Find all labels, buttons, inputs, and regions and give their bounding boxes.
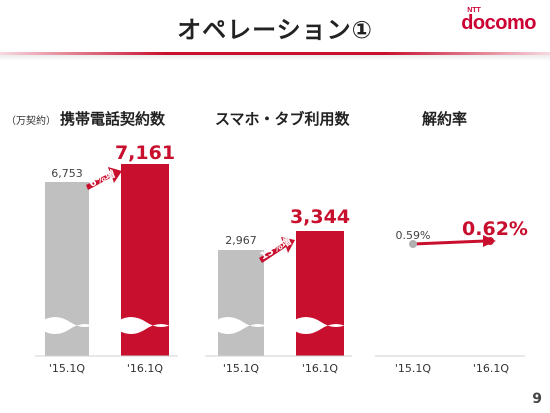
churn-point-15-1q — [409, 240, 417, 248]
title-underline-shadow — [0, 55, 550, 61]
page-number: 9 — [532, 391, 542, 407]
x-tick-mobile-15-1q: '15.1Q — [48, 362, 86, 375]
value-label-churn-16-1q: 0.62% — [462, 218, 528, 240]
value-label-smartphone-15-1q: 2,967 — [225, 234, 257, 247]
churn-line — [412, 239, 486, 246]
value-label-churn-15-1q: 0.59% — [395, 229, 431, 242]
logo-ntt-text: NTT — [467, 7, 481, 14]
growth-arrow-smartphone — [259, 237, 295, 263]
unit-label: （万契約） — [6, 116, 56, 127]
x-tick-churn-15-1q: '15.1Q — [394, 362, 432, 375]
axis-break-wave-mobile — [40, 317, 100, 334]
chart-title-mobile-contracts: 携帯電話契約数 — [60, 110, 166, 128]
x-tick-mobile-16-1q: '16.1Q — [126, 362, 164, 375]
value-label-smartphone-16-1q: 3,344 — [289, 206, 351, 228]
axis-break-wave-smartphone-2 — [291, 317, 351, 334]
title-underline — [0, 52, 550, 55]
docomo-logo: NTT docomo — [461, 7, 536, 35]
value-label-mobile-15-1q: 6,753 — [51, 167, 83, 180]
x-tick-smartphone-16-1q: '16.1Q — [301, 362, 339, 375]
axis-break-wave-smartphone — [213, 317, 273, 334]
bar-smartphone-15-1q — [218, 250, 264, 356]
x-tick-churn-16-1q: '16.1Q — [472, 362, 510, 375]
bar-smartphone-16-1q — [296, 231, 344, 356]
chart-title-churn-rate: 解約率 — [422, 110, 468, 128]
logo-docomo-text: docomo — [461, 12, 536, 34]
page-title: オペレーション① — [177, 16, 373, 44]
chart-title-smartphone-tablet: スマホ・タブ利用数 — [215, 110, 350, 128]
churn-point-16-1q — [486, 237, 494, 245]
growth-arrow-mobile — [86, 167, 122, 190]
value-label-mobile-16-1q: 7,161 — [114, 142, 176, 164]
x-tick-smartphone-15-1q: '15.1Q — [222, 362, 260, 375]
axis-break-wave-mobile-2 — [116, 317, 176, 334]
